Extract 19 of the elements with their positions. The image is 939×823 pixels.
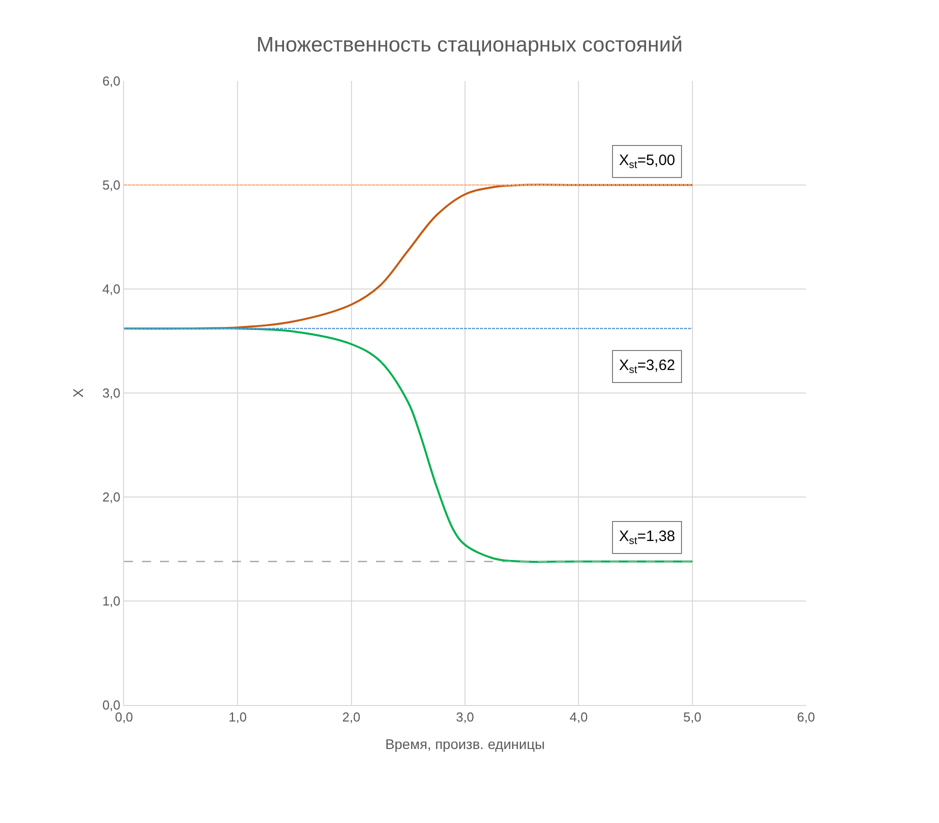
annotation: X$_{st}$=3,62 bbox=[619, 357, 676, 376]
x-tick-label: 1,0 bbox=[228, 710, 247, 725]
x-tick-label: 4,0 bbox=[570, 710, 588, 725]
y-tick-label: 6,0 bbox=[102, 74, 120, 89]
y-tick-label: 4,0 bbox=[102, 282, 120, 297]
annotation: X$_{st}$=5,00 bbox=[619, 152, 676, 172]
x-axis-title: Время, произв. единицы bbox=[385, 736, 545, 752]
x-tick-label: 5,0 bbox=[683, 710, 702, 725]
y-tick-label: 3,0 bbox=[102, 386, 120, 401]
annotation: X$_{st}$=1,38 bbox=[619, 528, 676, 548]
line-series bbox=[124, 327, 694, 563]
y-tick-label: 2,0 bbox=[102, 490, 120, 505]
x-tick-label: 6,0 bbox=[796, 710, 816, 725]
x-tick-label: 3,0 bbox=[456, 710, 474, 725]
y-axis-title: X bbox=[70, 388, 86, 398]
x-tick-label: 2,0 bbox=[342, 710, 360, 725]
y-tick-label: 5,0 bbox=[102, 178, 120, 193]
y-tick-label: 1,0 bbox=[102, 594, 120, 609]
chart-title: Множественность стационарных состояний bbox=[256, 34, 683, 57]
